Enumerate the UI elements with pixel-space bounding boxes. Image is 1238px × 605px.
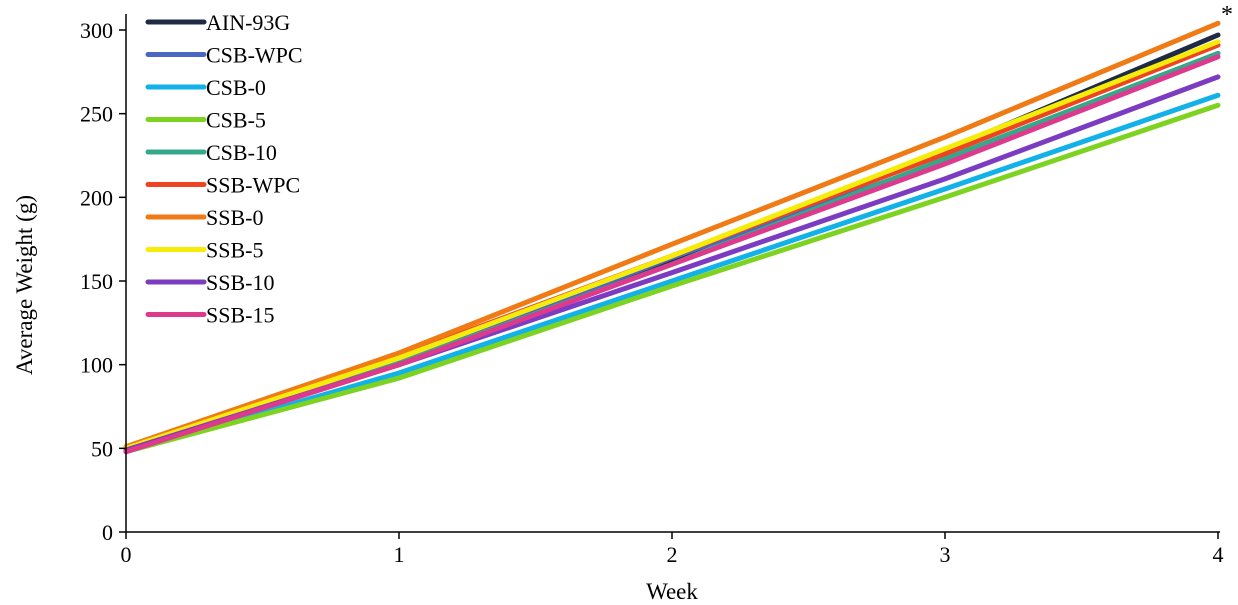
series-line-ssb-5 [123,39,1221,451]
x-ticks: 0 1 2 3 4 [121,532,1224,567]
legend-item: SSB-0 [145,205,263,230]
legend-item: SSB-15 [145,303,274,328]
y-tick-label: 300 [80,18,113,43]
y-tick-label: 50 [91,436,113,461]
y-tick-label: 100 [80,353,113,378]
x-tick-label: 2 [667,542,678,567]
legend-label: SSB-5 [206,238,263,263]
x-tick-label: 4 [1213,542,1224,567]
legend-label: CSB-WPC [206,43,303,68]
x-tick-label: 0 [121,542,132,567]
y-tick-label: 200 [80,185,113,210]
legend: AIN-93G CSB-WPC CSB-0 CSB-5 CSB-10 SSB-WPC SSB… [145,10,303,328]
y-tick-label: 0 [102,520,113,545]
series-line-csb-0 [123,92,1221,455]
legend-label: SSB-WPC [206,173,300,198]
series-line-ssb-15 [123,54,1221,455]
legend-item: CSB-WPC [145,43,303,68]
series-line-ssb-0 [123,20,1221,450]
x-tick-label: 1 [394,542,405,567]
legend-item: SSB-10 [145,270,274,295]
legend-item: SSB-5 [145,238,263,263]
legend-item: CSB-10 [145,140,277,165]
legend-label: SSB-10 [206,270,274,295]
series-line-csb-5 [123,102,1221,455]
legend-item: AIN-93G [145,10,290,35]
legend-label: SSB-15 [206,303,274,328]
series-lines [123,20,1221,455]
y-axis-title: Average Weight (g) [12,195,37,375]
legend-item: CSB-5 [145,108,266,133]
y-tick-label: 150 [80,269,113,294]
legend-item: SSB-WPC [145,173,300,198]
y-tick-label: 250 [80,102,113,127]
legend-item: CSB-0 [145,75,266,100]
legend-label: CSB-10 [206,140,277,165]
significance-annotation: * [1221,2,1233,28]
legend-label: AIN-93G [206,10,290,35]
legend-label: CSB-0 [206,75,266,100]
legend-label: SSB-0 [206,205,263,230]
x-axis-title: Week [646,579,698,604]
axes [125,14,1220,533]
legend-label: CSB-5 [206,108,266,133]
x-tick-label: 3 [940,542,951,567]
y-ticks: 0 50 100 150 200 250 300 [80,18,126,545]
